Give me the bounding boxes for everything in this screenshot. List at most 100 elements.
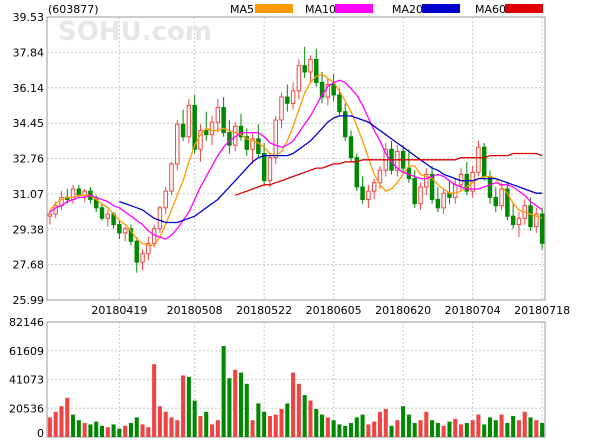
candle-body — [528, 205, 533, 228]
volume-bar — [360, 414, 365, 437]
volume-bar — [88, 424, 93, 437]
legend-label-ma10: MA10 — [305, 3, 336, 16]
price-tick-label: 32.76 — [13, 153, 45, 166]
volume-bar — [123, 425, 128, 437]
candle-body — [348, 136, 354, 159]
price-tick-label: 31.07 — [13, 188, 45, 201]
candle-body — [279, 96, 284, 121]
date-tick-label: 20180508 — [167, 304, 223, 317]
volume-bar — [487, 417, 493, 437]
volume-bar — [157, 406, 162, 437]
candle-body — [238, 125, 244, 138]
candle-body — [337, 94, 342, 113]
candle-body — [314, 58, 319, 83]
price-tick-label: 29.38 — [13, 223, 45, 236]
volume-bar — [192, 400, 197, 437]
volume-bar — [47, 417, 52, 437]
volume-bar — [459, 424, 464, 437]
volume-bar — [320, 414, 325, 437]
volume-bar — [105, 427, 110, 437]
volume-bar — [464, 423, 469, 437]
candle-body — [53, 205, 58, 215]
candle-body — [493, 196, 499, 207]
volume-bar — [441, 425, 446, 437]
volume-bar — [117, 428, 122, 437]
candle-body — [412, 178, 417, 205]
candle-body — [198, 129, 203, 150]
watermark: SOHU.com — [58, 17, 212, 47]
volume-tick-label: 61609 — [9, 345, 44, 358]
candle-body — [47, 213, 53, 217]
candle-body — [325, 84, 331, 98]
volume-bar — [296, 383, 301, 437]
volume-bar — [406, 414, 411, 437]
date-tick-label: 20180718 — [514, 304, 570, 317]
candle-body — [192, 104, 197, 150]
candle-body — [510, 215, 516, 226]
volume-bar — [401, 406, 406, 437]
volume-bar — [343, 425, 348, 437]
candle-body — [157, 207, 163, 230]
candle-body — [371, 182, 377, 192]
volume-bar — [140, 424, 145, 437]
volume-axis: 82146 61609 41073 20536 0 — [9, 316, 44, 440]
candle-body — [534, 213, 539, 228]
volume-bar — [302, 395, 307, 437]
price-tick-label: 27.68 — [13, 259, 45, 272]
candle-body — [453, 184, 458, 198]
volume-bar — [528, 417, 533, 437]
volume-bar — [308, 400, 313, 437]
volume-bar — [146, 427, 151, 437]
volume-bar — [511, 416, 516, 437]
volume-bar — [99, 425, 105, 437]
candle-body — [366, 190, 371, 200]
volume-bar — [256, 403, 261, 437]
volume-bar — [233, 369, 238, 437]
legend-label-ma60: MA60 — [475, 3, 506, 16]
legend-swatch-ma10 — [335, 4, 373, 13]
volume-bars — [47, 346, 545, 437]
stock-code: (603877) — [48, 3, 99, 16]
volume-bar — [128, 423, 133, 437]
volume-bar — [499, 414, 504, 437]
volume-bar — [267, 416, 272, 437]
candle-body — [435, 198, 441, 209]
volume-bar — [175, 420, 180, 437]
date-tick-label: 20180704 — [445, 304, 501, 317]
candle-body — [481, 146, 487, 177]
volume-bar — [59, 406, 64, 437]
moving-average-lines — [49, 73, 543, 247]
candle-body — [256, 138, 261, 154]
volume-bar — [430, 420, 435, 437]
volume-bar — [76, 420, 81, 437]
volume-tick-label: 0 — [37, 427, 44, 440]
volume-bar — [366, 424, 371, 437]
candle-body — [441, 192, 446, 209]
candle-body — [516, 217, 522, 226]
candle-body — [140, 253, 145, 263]
price-axis: 39.53 37.84 36.14 34.45 32.76 31.07 29.38 27.68… — [13, 11, 45, 307]
volume-bar — [534, 420, 539, 437]
candle-body — [122, 228, 128, 234]
candle-body — [464, 173, 470, 192]
candle-body — [99, 207, 105, 219]
volume-bar — [354, 417, 359, 437]
candle-body — [186, 104, 192, 138]
volume-bar — [285, 403, 290, 437]
legend-swatch-ma5 — [255, 4, 293, 13]
volume-bar — [71, 414, 76, 437]
ma-line-ma60 — [234, 152, 543, 196]
candle-body — [117, 224, 122, 234]
volume-bar — [198, 416, 203, 437]
volume-bar — [163, 411, 168, 437]
legend-swatch-ma60 — [505, 4, 543, 13]
price-tick-label: 34.45 — [13, 117, 45, 130]
volume-bar — [476, 414, 481, 437]
volume-bar — [493, 420, 498, 437]
candle-body — [302, 65, 307, 73]
candle-body — [273, 119, 278, 159]
volume-bar — [325, 417, 330, 437]
candles — [47, 46, 545, 273]
volume-bar — [181, 375, 186, 437]
